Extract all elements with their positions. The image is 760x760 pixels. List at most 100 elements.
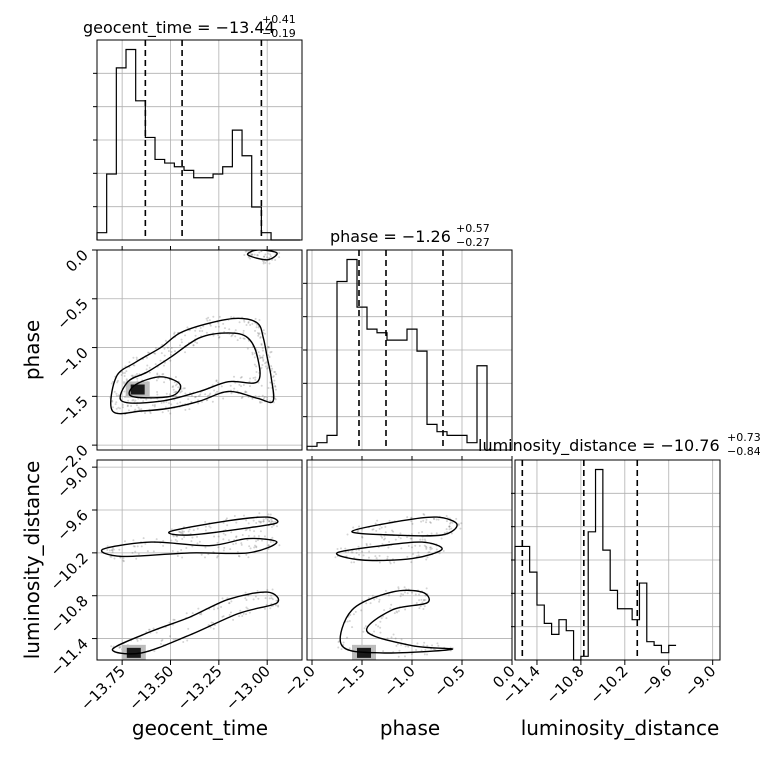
xlabel-geocent-time: geocent_time (132, 716, 268, 740)
scatter-point (259, 400, 262, 403)
scatter-point (163, 347, 166, 350)
scatter-point (233, 375, 236, 378)
scatter-point (264, 362, 267, 365)
scatter-point (120, 373, 123, 376)
scatter-point (272, 540, 275, 543)
scatter-point (247, 534, 250, 537)
scatter-point (255, 545, 258, 548)
scatter-point (406, 516, 409, 519)
scatter-point (118, 646, 121, 649)
scatter-point (162, 401, 165, 404)
scatter-point (106, 548, 109, 551)
scatter-point (153, 405, 156, 408)
scatter-point (418, 599, 421, 602)
scatter-point (209, 626, 212, 629)
scatter-point (108, 549, 111, 552)
scatter-point (429, 521, 432, 524)
scatter-point (233, 515, 236, 518)
scatter-point (260, 520, 263, 523)
scatter-point (245, 613, 248, 616)
scatter-point (406, 536, 409, 539)
scatter-point (240, 376, 243, 379)
scatter-point (215, 380, 218, 383)
scatter-point (435, 532, 438, 535)
x-tick-label: −9.6 (637, 662, 675, 700)
scatter-point (164, 339, 167, 342)
scatter-point (419, 605, 422, 608)
scatter-point (384, 589, 387, 592)
scatter-point (160, 639, 163, 642)
scatter-point (248, 611, 251, 614)
scatter-point (200, 553, 203, 556)
scatter-point (396, 643, 399, 646)
scatter-point (134, 399, 137, 402)
scatter-point (272, 376, 275, 379)
scatter-point (245, 391, 248, 394)
2d-luminosity_distance_vs_geocent_time-frame (96, 459, 303, 661)
scatter-point (163, 354, 166, 357)
scatter-point (421, 531, 424, 534)
scatter-point (353, 561, 356, 564)
scatter-point (249, 529, 252, 532)
scatter-point (167, 350, 170, 353)
scatter-point (146, 550, 149, 553)
scatter-point (263, 255, 266, 258)
scatter-point (133, 364, 136, 367)
scatter-point (381, 543, 384, 546)
scatter-point (252, 376, 255, 379)
scatter-point (152, 550, 155, 553)
scatter-point (262, 520, 265, 523)
scatter-point (410, 533, 413, 536)
scatter-point (365, 542, 368, 545)
scatter-point (230, 392, 233, 395)
scatter-point (414, 544, 417, 547)
scatter-point (194, 334, 197, 337)
scatter-point (375, 557, 378, 560)
scatter-point (242, 514, 245, 517)
scatter-point (268, 520, 271, 523)
scatter-point (208, 319, 211, 322)
scatter-point (274, 398, 277, 401)
scatter-point (351, 626, 354, 629)
scatter-point (117, 406, 120, 409)
scatter-points (109, 250, 281, 416)
scatter-point (148, 366, 151, 369)
scatter-point (411, 522, 414, 525)
scatter-point (111, 400, 114, 403)
scatter-point (346, 636, 349, 639)
scatter-point (253, 363, 256, 366)
scatter-point (425, 518, 428, 521)
scatter-point (203, 556, 206, 559)
scatter-point (123, 540, 126, 543)
scatter-point (240, 396, 243, 399)
scatter-point (145, 368, 148, 371)
scatter-point (410, 520, 413, 523)
scatter-point (275, 373, 278, 376)
scatter-point (145, 356, 148, 359)
scatter-point (426, 556, 429, 559)
scatter-point (110, 645, 113, 648)
scatter-point (180, 341, 183, 344)
scatter-point (262, 262, 265, 265)
scatter-point (161, 411, 164, 414)
scatter-point (389, 562, 392, 565)
scatter-point (263, 607, 266, 610)
scatter-point (164, 406, 167, 409)
scatter-point (259, 401, 262, 404)
scatter-point (137, 406, 140, 409)
scatter-point (269, 351, 272, 354)
scatter-point (264, 261, 267, 264)
scatter-point (270, 520, 273, 523)
scatter-point (272, 382, 275, 385)
scatter-point (423, 653, 426, 656)
scatter-point (378, 598, 381, 601)
scatter-point (225, 517, 228, 520)
scatter-point (240, 543, 243, 546)
scatter-point (267, 386, 270, 389)
scatter-point (230, 600, 233, 603)
scatter-point (207, 624, 210, 627)
scatter-point (222, 532, 225, 535)
scatter-point (457, 524, 460, 527)
scatter-point (245, 250, 248, 253)
scatter-point (415, 602, 418, 605)
